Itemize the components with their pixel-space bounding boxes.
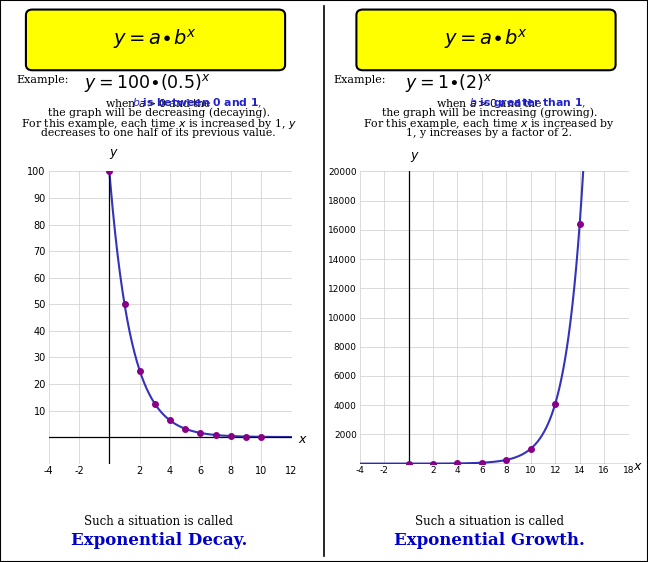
Text: $x$: $x$ bbox=[297, 433, 308, 446]
Text: the graph will be decreasing (decaying).: the graph will be decreasing (decaying). bbox=[48, 107, 270, 117]
Text: Exponential Growth.: Exponential Growth. bbox=[394, 532, 584, 549]
Text: For this example, each time $x$ is increased by: For this example, each time $x$ is incre… bbox=[364, 117, 615, 131]
Text: $y = 1{\bullet}(2)^x$: $y = 1{\bullet}(2)^x$ bbox=[405, 71, 493, 94]
Text: $\mathbf{\mathit{b}}$ $\mathbf{is\ greater\ than\ 1}$,: $\mathbf{\mathit{b}}$ $\mathbf{is\ great… bbox=[393, 97, 586, 110]
FancyBboxPatch shape bbox=[26, 10, 285, 70]
Text: decreases to one half of its previous value.: decreases to one half of its previous va… bbox=[41, 128, 276, 138]
Text: 1, y increases by a factor of 2.: 1, y increases by a factor of 2. bbox=[406, 128, 572, 138]
FancyBboxPatch shape bbox=[356, 10, 616, 70]
Text: the graph will be increasing (growing).: the graph will be increasing (growing). bbox=[382, 107, 597, 117]
Text: For this example, each time $x$ is increased by 1, $y$: For this example, each time $x$ is incre… bbox=[21, 117, 297, 131]
Text: $y = a{\bullet}b^x$: $y = a{\bullet}b^x$ bbox=[444, 28, 528, 51]
Text: Such a situation is called: Such a situation is called bbox=[415, 515, 564, 528]
Text: Exponential Decay.: Exponential Decay. bbox=[71, 532, 247, 549]
Text: Example:: Example: bbox=[334, 75, 386, 85]
Text: $\mathbf{\mathit{b}}$ $\mathbf{is\ between\ 0\ and\ 1}$,: $\mathbf{\mathit{b}}$ $\mathbf{is\ betwe… bbox=[56, 97, 262, 110]
Text: Such a situation is called: Such a situation is called bbox=[84, 515, 233, 528]
Text: $y = 100{\bullet}(0.5)^x$: $y = 100{\bullet}(0.5)^x$ bbox=[84, 71, 211, 94]
Text: $y$: $y$ bbox=[410, 150, 419, 164]
Text: $y = a{\bullet}b^x$: $y = a{\bullet}b^x$ bbox=[113, 28, 198, 51]
Text: $y$: $y$ bbox=[109, 147, 119, 161]
Text: Example:: Example: bbox=[16, 75, 69, 85]
Text: when $a > 0$ and the: when $a > 0$ and the bbox=[435, 97, 543, 110]
Text: $x$: $x$ bbox=[634, 460, 643, 473]
Text: when $a > 0$ and the: when $a > 0$ and the bbox=[105, 97, 213, 110]
